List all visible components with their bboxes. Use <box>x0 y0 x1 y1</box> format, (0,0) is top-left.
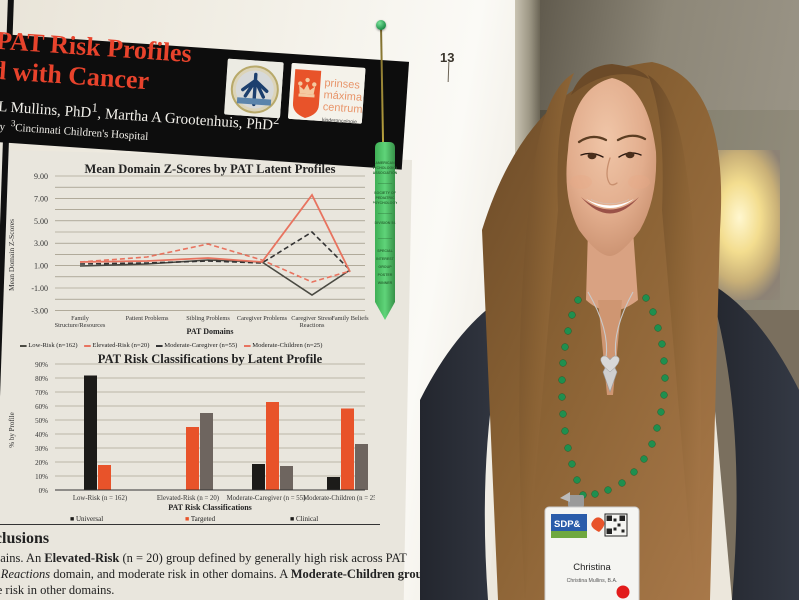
svg-text:Structure/Resources: Structure/Resources <box>55 322 106 329</box>
svg-text:Moderate-Children (n = 25): Moderate-Children (n = 25) <box>303 495 375 502</box>
svg-text:Caregiver Problems: Caregiver Problems <box>237 315 288 322</box>
svg-text:Elevated-Risk (n = 20): Elevated-Risk (n = 20) <box>157 495 219 502</box>
svg-text:PEDIATRIC: PEDIATRIC <box>375 196 395 200</box>
svg-text:WINNER: WINNER <box>378 281 393 285</box>
svg-text:PAT Risk Classifications: PAT Risk Classifications <box>168 503 252 512</box>
svg-text:ASSOCIATION: ASSOCIATION <box>373 171 397 175</box>
svg-text:————: ———— <box>378 181 393 185</box>
svg-text:90%: 90% <box>35 361 48 369</box>
svg-text:-1.00: -1.00 <box>31 284 48 293</box>
svg-text:20%: 20% <box>35 459 48 467</box>
svg-text:Caregiver Stress: Caregiver Stress <box>291 315 333 322</box>
svg-text:Reactions: Reactions <box>300 322 325 329</box>
svg-text:DIVISION 54: DIVISION 54 <box>375 221 396 225</box>
svg-text:Family Beliefs: Family Beliefs <box>331 315 369 322</box>
svg-text:10%: 10% <box>35 473 48 481</box>
svg-text:————: ———— <box>378 211 393 215</box>
svg-text:70%: 70% <box>35 389 48 397</box>
svg-text:1.00: 1.00 <box>34 262 48 271</box>
svg-text:PSYCHOLOGICAL: PSYCHOLOGICAL <box>373 166 397 170</box>
svg-text:————: ———— <box>378 236 393 240</box>
svg-text:INTEREST: INTEREST <box>376 257 395 261</box>
svg-text:Mean Domain Z-Scores: Mean Domain Z-Scores <box>7 219 16 291</box>
svg-text:Family: Family <box>71 315 90 322</box>
svg-text:SPECIAL: SPECIAL <box>377 249 393 253</box>
svg-text:7.00: 7.00 <box>34 194 48 203</box>
svg-text:AMERICAN: AMERICAN <box>375 161 395 165</box>
svg-text:Christina Mullins, B.A.: Christina Mullins, B.A. <box>567 578 618 584</box>
svg-text:% by Profile: % by Profile <box>8 412 16 447</box>
svg-text:5.00: 5.00 <box>34 217 48 226</box>
svg-text:80%: 80% <box>35 375 48 383</box>
svg-text:30%: 30% <box>35 445 48 453</box>
svg-text:50%: 50% <box>35 417 48 425</box>
svg-text:Sibling Problems: Sibling Problems <box>186 315 230 322</box>
svg-text:SOCIETY OF: SOCIETY OF <box>374 191 397 195</box>
svg-text:PAT Domains: PAT Domains <box>187 327 234 336</box>
svg-text:Christina: Christina <box>573 562 611 573</box>
svg-text:3.00: 3.00 <box>34 239 48 248</box>
svg-text:POSTER: POSTER <box>378 273 393 277</box>
svg-text:40%: 40% <box>35 431 48 439</box>
svg-text:Moderate-Caregiver (n = 55): Moderate-Caregiver (n = 55) <box>227 495 306 502</box>
svg-text:-3.00: -3.00 <box>31 306 48 315</box>
svg-text:SDP&: SDP& <box>554 519 581 530</box>
svg-text:Low-Risk (n = 162): Low-Risk (n = 162) <box>73 495 127 502</box>
svg-text:Patient Problems: Patient Problems <box>126 315 169 322</box>
svg-text:PSYCHOLOGY: PSYCHOLOGY <box>373 201 397 205</box>
svg-text:60%: 60% <box>35 403 48 411</box>
svg-text:9.00: 9.00 <box>34 172 48 181</box>
svg-text:0%: 0% <box>39 487 49 495</box>
svg-text:GROUP: GROUP <box>378 265 392 269</box>
